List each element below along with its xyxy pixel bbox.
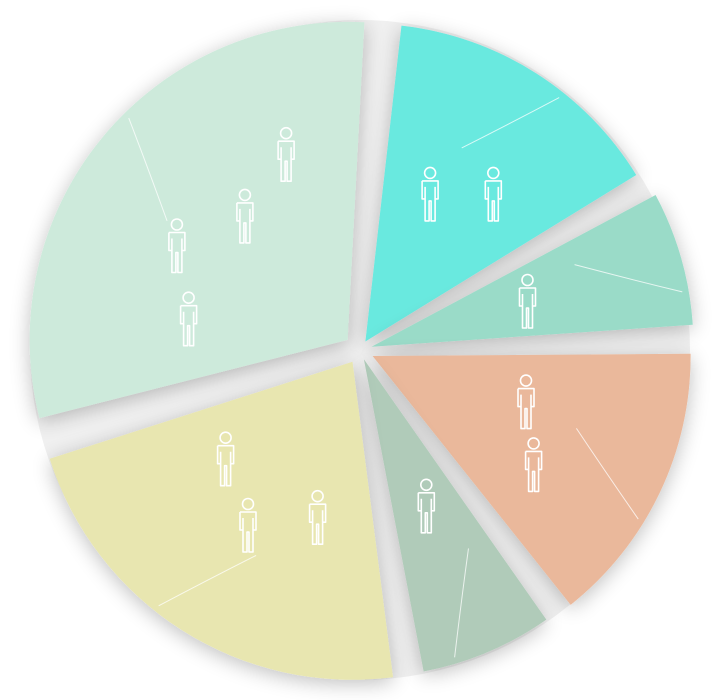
pie-slice-1 <box>29 21 365 419</box>
slice-accent-line-5 <box>454 548 469 658</box>
slice-accent-line-4 <box>576 428 639 520</box>
slice-accent-line-2 <box>461 97 560 149</box>
slice-accent-line-6 <box>158 554 257 607</box>
pie-slice-6 <box>49 361 394 680</box>
slice-accent-line-3 <box>574 264 683 293</box>
pie-slice-3 <box>371 195 693 347</box>
slice-accent-line-1 <box>128 117 168 222</box>
pie-slice-4 <box>372 353 691 605</box>
pie-slice-5 <box>363 359 547 672</box>
